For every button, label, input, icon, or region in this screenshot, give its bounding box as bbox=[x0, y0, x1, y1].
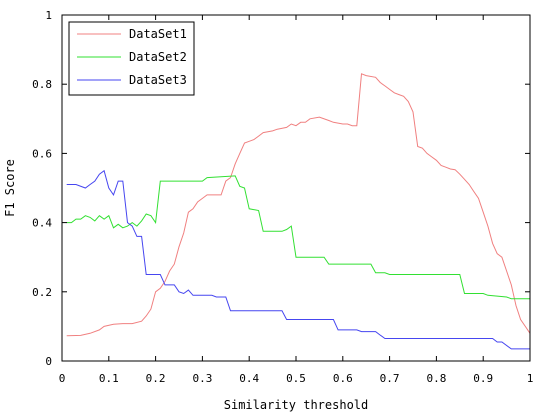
x-tick-label: 0.7 bbox=[380, 372, 400, 385]
legend-label: DataSet1 bbox=[129, 27, 187, 41]
x-tick-label: 0.6 bbox=[333, 372, 353, 385]
y-axis-title: F1 Score bbox=[3, 159, 17, 217]
y-tick-label: 1 bbox=[45, 9, 52, 22]
x-tick-label: 0.2 bbox=[146, 372, 166, 385]
x-tick-label: 0.1 bbox=[99, 372, 119, 385]
legend-label: DataSet2 bbox=[129, 50, 187, 64]
y-tick-label: 0.8 bbox=[32, 78, 52, 91]
series-line-dataset2 bbox=[66, 175, 530, 300]
x-tick-label: 0 bbox=[59, 372, 66, 385]
legend-label: DataSet3 bbox=[129, 73, 187, 87]
plot-lines bbox=[66, 73, 531, 350]
axis-ticks: 0 0.1 0.2 0.3 0.4 0.5 0.6 0.7 0.8 0.9 1 0 0.2 0.4 0.6 0… bbox=[32, 9, 533, 385]
x-tick-label: 0.3 bbox=[192, 372, 212, 385]
series-line-dataset3 bbox=[66, 169, 530, 350]
legend: DataSet1 DataSet2 DataSet3 bbox=[68, 21, 195, 96]
y-tick-label: 0 bbox=[45, 355, 52, 368]
y-tick-label: 0.4 bbox=[32, 217, 52, 230]
y-tick-label: 0.2 bbox=[32, 286, 52, 299]
x-tick-label: 0.4 bbox=[239, 372, 259, 385]
series-line-dataset1 bbox=[66, 73, 531, 337]
x-tick-label: 0.9 bbox=[473, 372, 493, 385]
x-tick-label: 1 bbox=[527, 372, 534, 385]
x-tick-label: 0.5 bbox=[286, 372, 306, 385]
y-tick-label: 0.6 bbox=[32, 147, 52, 160]
x-tick-label: 0.8 bbox=[426, 372, 446, 385]
x-axis-title: Similarity threshold bbox=[224, 398, 369, 412]
